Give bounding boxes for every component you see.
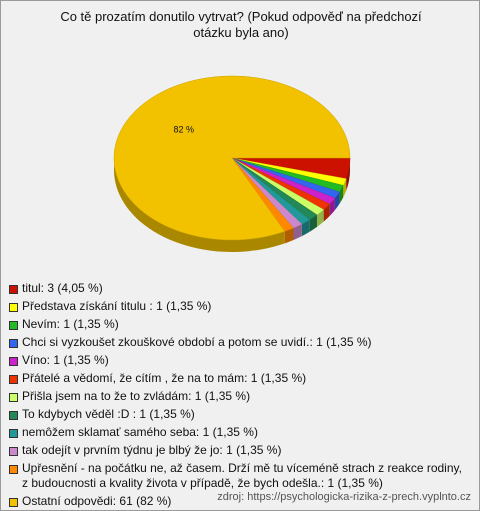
- legend: titul: 3 (4,05 %) Představa získání titul…: [9, 281, 471, 510]
- legend-item: Chci si vyzkoušet zkouškové období a pot…: [9, 335, 471, 350]
- slice-side: [284, 227, 294, 244]
- legend-item: Ostatní odpovědi: 61 (82 %): [9, 494, 471, 509]
- legend-swatch: [9, 339, 18, 348]
- legend-swatch: [9, 411, 18, 420]
- slice-side: [346, 158, 350, 191]
- legend-label: Chci si vyzkoušet zkouškové období a pot…: [22, 335, 372, 349]
- legend-item: Nevím: 1 (1,35 %): [9, 317, 471, 332]
- slice-side: [343, 178, 347, 198]
- slice: [113, 75, 351, 241]
- legend-item: Představa získání titulu : 1 (1,35 %): [9, 299, 471, 314]
- legend-swatch: [9, 393, 18, 402]
- legend-label: Víno: 1 (1,35 %): [22, 353, 109, 367]
- slice-side: [339, 185, 344, 204]
- legend-label: Přátelé a vědomí, že cítím , že na to má…: [22, 371, 307, 385]
- slice-side: [329, 198, 335, 217]
- legend-swatch: [9, 303, 18, 312]
- legend-swatch: [9, 285, 18, 294]
- slice-label: 82 %: [174, 124, 195, 134]
- legend-label: Představa získání titulu : 1 (1,35 %): [22, 299, 212, 313]
- pie-chart: 82 %: [113, 75, 351, 252]
- legend-item: nemôžem sklamať samého seba: 1 (1,35 %): [9, 425, 471, 440]
- legend-label: Nevím: 1 (1,35 %): [22, 317, 119, 331]
- slice-side: [293, 224, 302, 240]
- legend-item: To kdybych věděl :D : 1 (1,35 %): [9, 407, 471, 422]
- slice-side: [309, 214, 317, 232]
- legend-swatch: [9, 465, 18, 474]
- slice-side: [334, 191, 340, 211]
- legend-swatch: [9, 375, 18, 384]
- legend-label: To kdybych věděl :D : 1 (1,35 %): [22, 407, 195, 421]
- legend-label: Ostatní odpovědi: 61 (82 %): [22, 494, 172, 508]
- pie-tops: [113, 75, 351, 241]
- pie-sides: [113, 76, 350, 252]
- legend-item: Přišla jsem na to že to zvládám: 1 (1,35…: [9, 389, 471, 404]
- legend-label: titul: 3 (4,05 %): [22, 281, 103, 295]
- legend-swatch: [9, 321, 18, 330]
- legend-item: Upřesnění - na počátku ne, až časem. Drž…: [9, 461, 471, 491]
- legend-item: tak odejít v prvním týdnu je blbý že jo:…: [9, 443, 471, 458]
- legend-item: titul: 3 (4,05 %): [9, 281, 471, 296]
- slice-side: [301, 219, 310, 237]
- legend-swatch: [9, 447, 18, 456]
- legend-item: Víno: 1 (1,35 %): [9, 353, 471, 368]
- legend-label: Upřesnění - na počátku ne, až časem. Drž…: [22, 461, 462, 490]
- legend-label: tak odejít v prvním týdnu je blbý že jo:…: [22, 443, 282, 457]
- legend-swatch: [9, 498, 18, 507]
- source: zdroj: https://psychologicka-rizika-z-pr…: [217, 491, 471, 503]
- legend-label: Přišla jsem na to že to zvládám: 1 (1,35…: [22, 389, 251, 403]
- chart-title: Co tě prozatím donutilo vytrvat? (Pokud …: [60, 9, 422, 40]
- legend-swatch: [9, 429, 18, 438]
- legend-label: nemôžem sklamať samého seba: 1 (1,35 %): [22, 425, 258, 439]
- legend-swatch: [9, 357, 18, 366]
- legend-item: Přátelé a vědomí, že cítím , že na to má…: [9, 371, 471, 386]
